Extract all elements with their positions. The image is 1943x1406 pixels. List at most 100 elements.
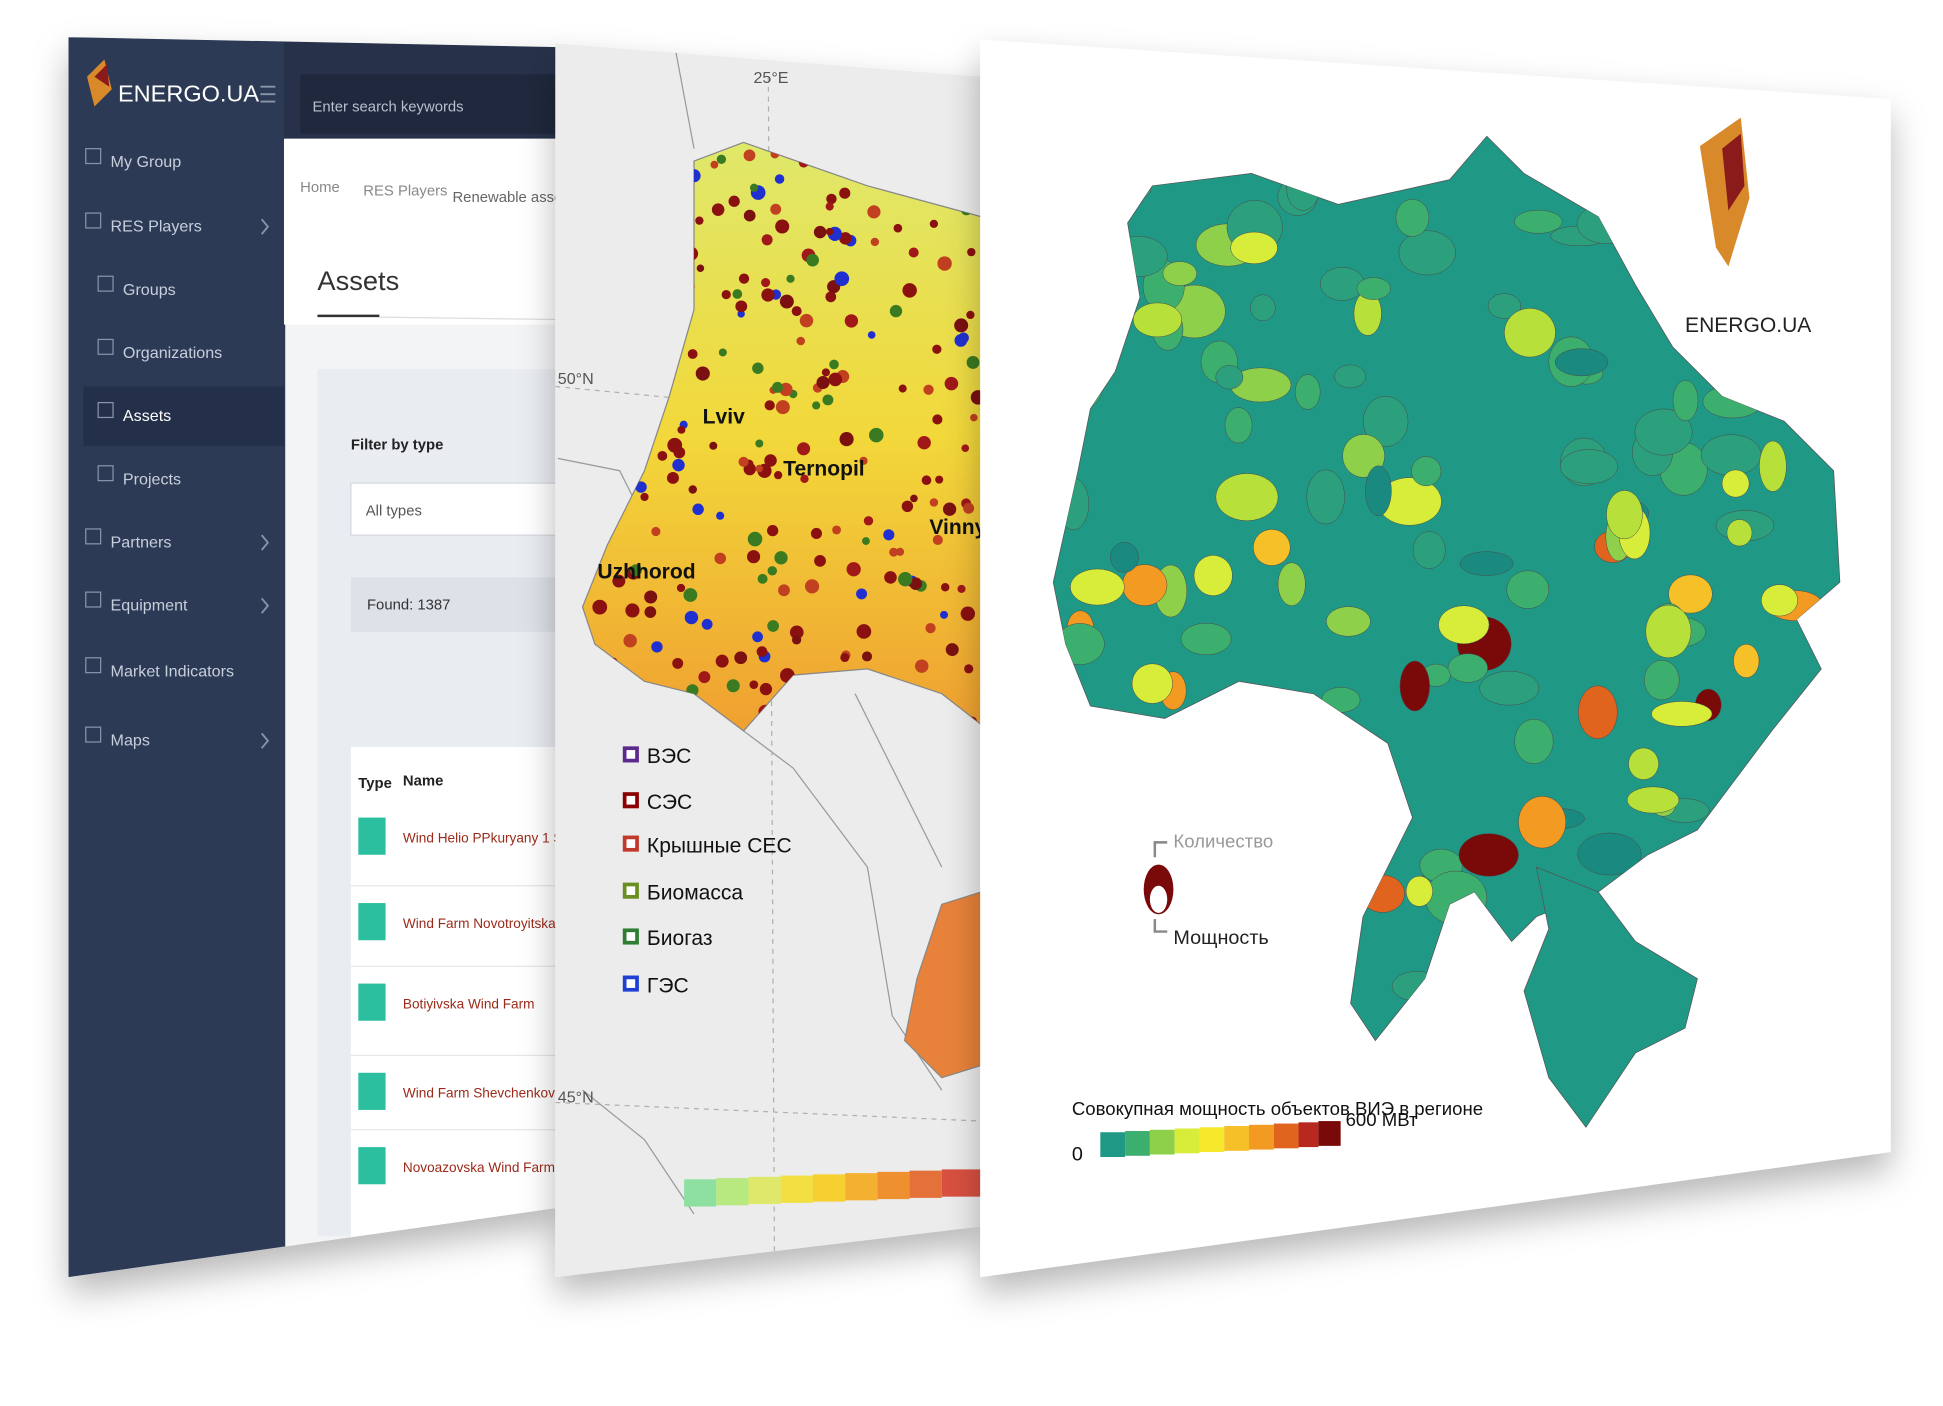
nav-item[interactable]: RES Players (111, 218, 202, 236)
breadcrumb[interactable]: Home (300, 180, 340, 196)
asset-dot (954, 318, 969, 333)
asset-dot (778, 584, 790, 597)
asset-dot (923, 384, 934, 395)
asset-dot (884, 571, 897, 584)
asset-dot (728, 195, 740, 207)
legend-label[interactable]: Биогаз (647, 927, 713, 950)
asset-dot (623, 633, 637, 648)
asset-dot (737, 310, 745, 318)
asset-dot (915, 659, 929, 673)
legend-swatch (622, 746, 639, 763)
asset-dot (743, 209, 756, 222)
legend-label[interactable]: Крышные СЕС (647, 834, 792, 857)
district (1438, 605, 1490, 645)
district (1110, 542, 1139, 573)
asset-name[interactable]: Wind Helio PPkuryany 1 Stage (403, 830, 589, 845)
district (1395, 199, 1430, 237)
legend-label[interactable]: ГЭС (647, 974, 689, 997)
nav-item[interactable]: Organizations (123, 344, 222, 362)
type-icon (358, 817, 386, 855)
asset-dot (749, 680, 759, 690)
asset-dot (816, 376, 830, 390)
asset-dot (756, 646, 768, 657)
asset-dot (743, 149, 756, 162)
asset-dot (749, 183, 759, 192)
nav-item[interactable]: Equipment (111, 597, 188, 615)
district (1319, 266, 1365, 301)
asset-dot (937, 256, 952, 271)
asset-dot (921, 475, 932, 486)
type-icon (358, 983, 386, 1021)
asset-dot (797, 442, 811, 456)
filter-value: All types (366, 503, 422, 519)
size-legend-inner (1149, 885, 1168, 913)
district (1726, 519, 1753, 547)
asset-dot (770, 203, 782, 215)
asset-dot (966, 356, 980, 369)
asset-name[interactable]: Wind Farm Novotroyitska 1 Sta (403, 916, 592, 931)
legend-label[interactable]: СЭС (647, 791, 692, 814)
asset-dot (813, 225, 827, 239)
asset-dot (630, 564, 642, 577)
found-box (350, 577, 558, 632)
city-label: Ternopil (783, 458, 864, 481)
asset-name[interactable]: Wind Farm Shevchenkove 1 St (403, 1086, 591, 1101)
district (1577, 832, 1642, 876)
asset-dot (840, 652, 850, 663)
legend-label[interactable]: ВЭС (647, 745, 691, 768)
district (1411, 456, 1442, 487)
asset-dot (738, 273, 750, 284)
asset-dot (945, 643, 959, 657)
filter-select[interactable] (350, 482, 568, 536)
logo-text: ENERGO.UA (118, 81, 259, 107)
asset-dot (961, 444, 970, 453)
lon-label: 25°E (753, 69, 788, 87)
asset-dot (752, 362, 764, 374)
nav-chevron (260, 732, 270, 749)
asset-dot (867, 331, 876, 339)
asset-dot (612, 574, 626, 588)
logo-icon (1722, 133, 1745, 211)
nav-item[interactable]: Market Indicators (111, 662, 234, 680)
district (1180, 622, 1232, 656)
asset-dot (940, 610, 949, 619)
asset-dot (657, 451, 668, 461)
legend-swatch (622, 928, 639, 945)
type-icon (358, 1147, 386, 1185)
district (1479, 670, 1540, 706)
nav-icon (97, 401, 114, 419)
asset-dot (883, 529, 895, 541)
asset-dot (901, 500, 914, 513)
district (1070, 568, 1125, 606)
breadcrumb[interactable]: RES Players (363, 184, 447, 200)
asset-dot (859, 456, 868, 465)
asset-dot (764, 400, 775, 411)
nav-item[interactable]: Maps (111, 732, 150, 750)
asset-name[interactable]: Botiyivska Wind Farm (403, 996, 535, 1011)
asset-dot (917, 436, 931, 450)
asset-name[interactable]: Novoazovska Wind Farm (403, 1160, 555, 1175)
nav-item[interactable]: Assets (123, 407, 171, 425)
nav-item[interactable]: Partners (111, 534, 172, 552)
search-box[interactable] (300, 74, 563, 134)
district (1487, 293, 1522, 319)
asset-dot (839, 432, 854, 447)
asset-dot (711, 203, 725, 216)
asset-dot (828, 372, 843, 387)
asset-dot (767, 620, 779, 632)
asset-dot (863, 516, 874, 526)
type-icon (358, 1072, 386, 1110)
asset-dot (676, 583, 686, 593)
asset-dot (651, 641, 663, 653)
nav-item[interactable]: Projects (123, 470, 181, 488)
nav-item[interactable]: Groups (123, 281, 176, 299)
legend-label[interactable]: Биомасса (647, 881, 743, 904)
asset-dot (970, 413, 978, 422)
nav-item[interactable]: My Group (111, 153, 182, 171)
asset-dot (772, 381, 783, 393)
asset-dot (861, 651, 873, 662)
menu-icon (260, 85, 276, 103)
district (1514, 209, 1563, 234)
asset-dot (812, 401, 821, 410)
asset-dot (810, 527, 822, 539)
